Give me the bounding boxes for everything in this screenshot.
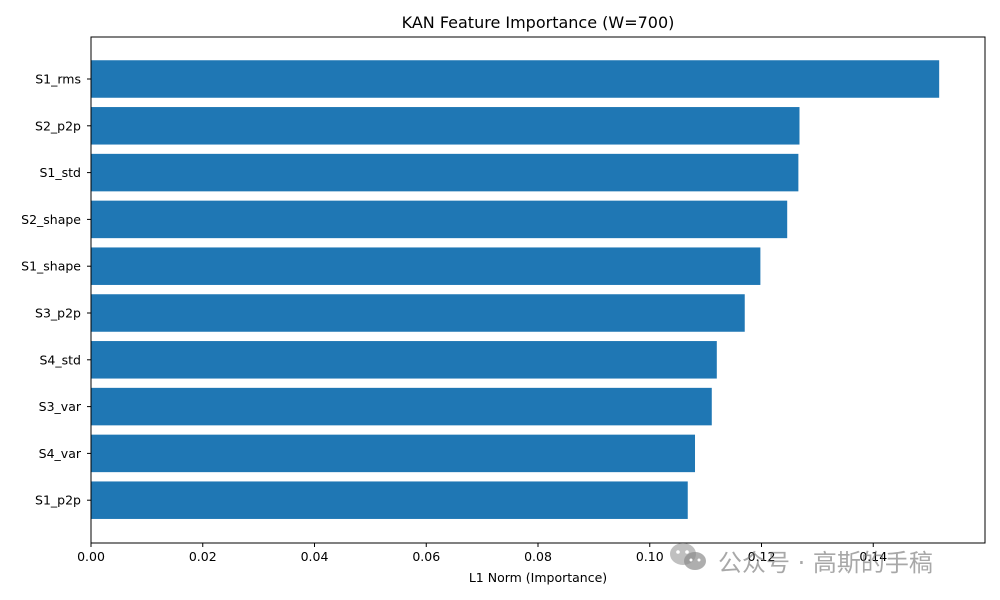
x-tick-label: 0.06 — [412, 549, 440, 564]
y-ticks-group: S1_rms S2_p2p S1_std S2_shape S1_shape S3_p2p… — [21, 72, 91, 508]
x-tick-label: 0.12 — [748, 549, 776, 564]
y-tick-label: S4_var — [39, 446, 82, 461]
bars-group — [91, 60, 940, 519]
y-tick-label: S1_shape — [21, 259, 81, 274]
x-ticks-group: 0.00 0.02 0.04 0.06 0.08 0.10 0.12 0.14 — [77, 543, 887, 564]
y-tick-label: S4_std — [40, 352, 82, 367]
bar-s2-shape — [91, 200, 788, 239]
y-tick-label: S2_p2p — [35, 118, 81, 133]
bar-s1-p2p — [91, 481, 688, 519]
bar-s4-std — [91, 341, 717, 379]
x-tick-label: 0.02 — [189, 549, 217, 564]
y-tick-label: S1_std — [40, 165, 82, 180]
bar-s3-p2p — [91, 294, 745, 332]
bar-s1-rms — [91, 60, 940, 98]
bar-s4-var — [91, 434, 696, 473]
x-tick-label: 0.00 — [77, 549, 105, 564]
y-tick-label: S3_p2p — [35, 306, 81, 321]
y-tick-label: S2_shape — [21, 212, 81, 227]
chart-title: KAN Feature Importance (W=700) — [402, 13, 675, 32]
x-tick-label: 0.10 — [636, 549, 664, 564]
watermark-text: 公众号 · 高斯的手稿 — [718, 548, 933, 577]
y-tick-label: S1_p2p — [35, 493, 81, 508]
bar-s1-shape — [91, 247, 761, 285]
bar-s1-std — [91, 153, 799, 192]
x-tick-label: 0.08 — [524, 549, 552, 564]
bar-s3-var — [91, 387, 712, 426]
bar-s2-p2p — [91, 107, 800, 145]
wechat-icon — [668, 540, 708, 580]
x-axis-label: L1 Norm (Importance) — [469, 570, 607, 585]
y-tick-label: S1_rms — [35, 72, 81, 87]
y-tick-label: S3_var — [39, 399, 82, 414]
x-tick-label: 0.14 — [859, 549, 887, 564]
x-tick-label: 0.04 — [301, 549, 329, 564]
watermark: 公众号 · 高斯的手稿 — [668, 540, 933, 580]
plot-frame — [90, 36, 986, 544]
